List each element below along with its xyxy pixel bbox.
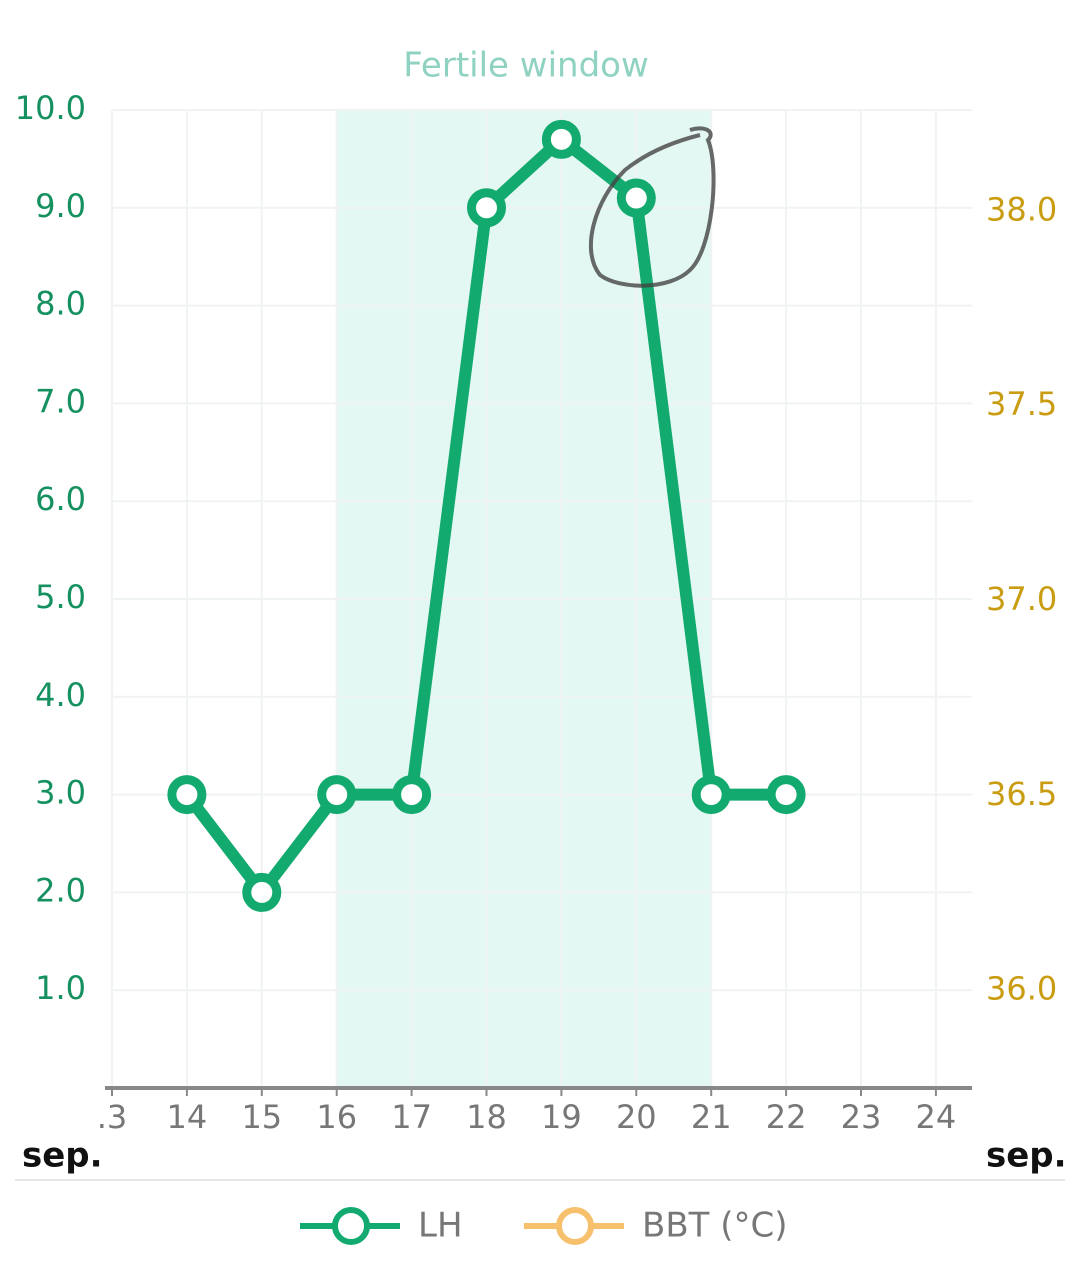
data-point (766, 775, 806, 815)
data-point (317, 775, 357, 815)
x-unit-label: sep. (986, 1136, 1067, 1176)
y2-tick-label: 38.0 (986, 190, 1057, 228)
x-tick-label: 20 (616, 1098, 657, 1136)
y2-tick-label: 36.5 (986, 775, 1057, 813)
y-tick-label: 1.0 (35, 969, 86, 1007)
y-tick-label: 4.0 (35, 676, 86, 714)
data-point (691, 775, 731, 815)
y-tick-label: 2.0 (35, 871, 86, 909)
y-tick-label: 3.0 (35, 774, 86, 812)
legend-marker (332, 1207, 370, 1245)
data-point (616, 178, 656, 218)
x-tick-label: 21 (691, 1098, 732, 1136)
x-tick-label: 15 (241, 1098, 282, 1136)
x-tick-label: 17 (391, 1098, 432, 1136)
annotation-scribble (588, 126, 716, 288)
x-tick-label: 19 (541, 1098, 582, 1136)
x-tick-label: 14 (167, 1098, 208, 1136)
data-point (167, 775, 207, 815)
legend-marker (556, 1207, 594, 1245)
data-point (467, 188, 506, 228)
legend: LH BBT (°C) (300, 1206, 788, 1246)
y2-tick-label: 36.0 (986, 970, 1057, 1008)
y-tick-label: 6.0 (35, 480, 86, 518)
y-tick-label: 9.0 (35, 187, 86, 225)
data-point (541, 119, 581, 159)
x-tick-label: 18 (466, 1098, 507, 1136)
data-point (242, 872, 282, 912)
data-point (392, 775, 432, 815)
y-tick-label: 8.0 (35, 285, 86, 323)
chart-title: Fertile window (403, 46, 649, 86)
y2-tick-label: 37.5 (986, 385, 1057, 423)
x-tick-label: 23 (841, 1098, 882, 1136)
y-tick-label: 7.0 (35, 382, 86, 420)
x-tick-label: 22 (766, 1098, 807, 1136)
x-tick-label: .3 (97, 1098, 128, 1136)
x-tick-label: 16 (316, 1098, 357, 1136)
y-tick-label: 10.0 (15, 89, 86, 127)
x-tick-label: 24 (916, 1098, 957, 1136)
y-tick-label: 5.0 (35, 578, 86, 616)
x-unit-label: sep. (22, 1136, 103, 1176)
legend-label: BBT (°C) (642, 1206, 788, 1246)
plot-area: .3 14 15 16 17 18 19 20 21 22 23 24 1.0 2.0 3.0 4.0 5.0 6… (15, 89, 1058, 1136)
y2-tick-label: 37.0 (986, 580, 1057, 618)
legend-label: LH (418, 1206, 463, 1246)
